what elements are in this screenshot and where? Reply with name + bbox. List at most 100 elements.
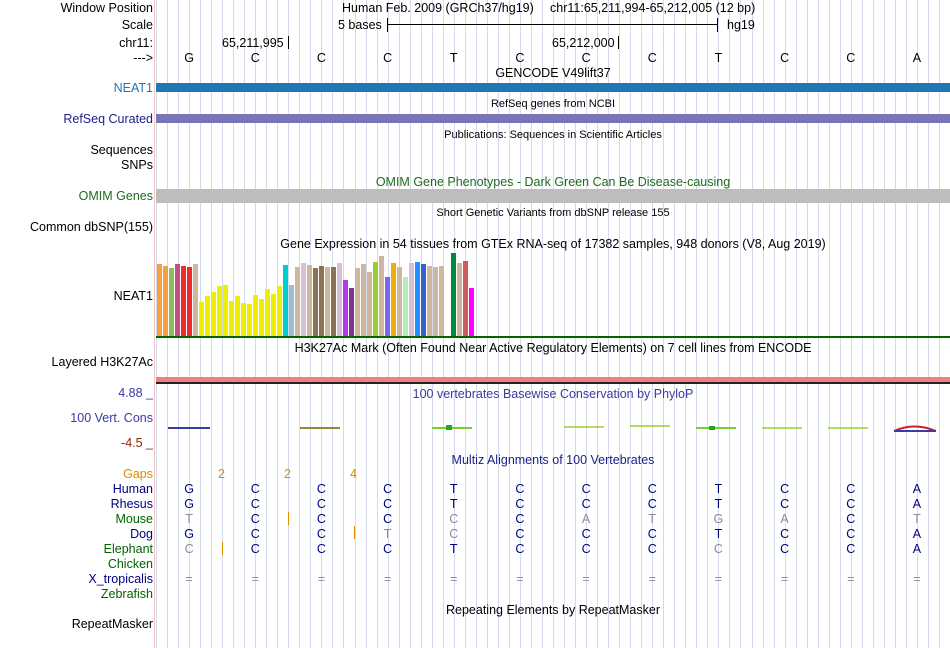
species-label[interactable]: Chicken [107, 557, 153, 571]
gtex-label[interactable]: NEAT1 [113, 289, 153, 303]
h3k27ac-label[interactable]: Layered H3K27Ac [51, 355, 153, 369]
publications-title[interactable]: Publications: Sequences in Scientific Ar… [444, 129, 662, 141]
gtex-bar[interactable] [439, 266, 444, 336]
repeatmasker-label[interactable]: RepeatMasker [71, 617, 153, 631]
gtex-bar[interactable] [451, 253, 456, 336]
gtex-bar[interactable] [343, 280, 348, 336]
gtex-bar[interactable] [379, 256, 384, 336]
species-label[interactable]: Dog [130, 527, 153, 541]
alignment-base: = [913, 572, 921, 586]
multiz-title[interactable]: Multiz Alignments of 100 Vertebrates [451, 453, 655, 467]
gtex-bar[interactable] [361, 264, 366, 336]
h3k27ac-title[interactable]: H3K27Ac Mark (Often Found Near Active Re… [294, 341, 812, 355]
gtex-bar[interactable] [259, 299, 264, 336]
gtex-bar[interactable] [385, 277, 390, 336]
alignment-base: C [515, 512, 525, 526]
gtex-bar[interactable] [403, 277, 408, 336]
gtex-bar[interactable] [427, 266, 432, 336]
gtex-bar[interactable] [175, 264, 180, 336]
gtex-bar[interactable] [229, 301, 234, 336]
gtex-bar[interactable] [295, 267, 300, 336]
gtex-bar[interactable] [409, 263, 414, 336]
phylop-label[interactable]: 100 Vert. Cons [70, 411, 153, 425]
omim-title[interactable]: OMIM Gene Phenotypes - Dark Green Can Be… [375, 175, 731, 189]
omim-phenotype-bar[interactable] [156, 189, 950, 203]
gtex-bar[interactable] [163, 266, 168, 336]
gtex-bar[interactable] [223, 285, 228, 336]
species-label[interactable]: Mouse [115, 512, 153, 526]
gencode-title[interactable]: GENCODE V49lift37 [495, 66, 611, 80]
species-label[interactable]: X_tropicalis [88, 572, 153, 586]
gtex-title[interactable]: Gene Expression in 54 tissues from GTEx … [280, 237, 826, 251]
gtex-bar[interactable] [301, 263, 306, 336]
gtex-bar[interactable] [253, 295, 258, 336]
gtex-bar[interactable] [373, 262, 378, 336]
gtex-bar[interactable] [469, 288, 474, 336]
insertion-marker [288, 512, 289, 525]
refseq-title[interactable]: RefSeq genes from NCBI [490, 98, 616, 110]
alignment-base: T [714, 482, 723, 496]
phylop-peak [709, 426, 715, 430]
phylop-title[interactable]: 100 vertebrates Basewise Conservation by… [412, 387, 694, 401]
species-label[interactable]: Zebrafish [100, 587, 153, 601]
dbsnp-label[interactable]: Common dbSNP(155) [30, 220, 153, 234]
alignment-base: C [713, 542, 723, 556]
alignment-base: A [912, 482, 922, 496]
gtex-bar[interactable] [421, 264, 426, 336]
gtex-bar[interactable] [157, 264, 162, 336]
gtex-bar[interactable] [187, 267, 192, 336]
gtex-bar[interactable] [415, 262, 420, 336]
gtex-bar[interactable] [433, 267, 438, 336]
dbsnp-title[interactable]: Short Genetic Variants from dbSNP releas… [436, 207, 670, 219]
gtex-bar[interactable] [397, 267, 402, 336]
alignment-base: C [780, 527, 790, 541]
gtex-bar[interactable] [463, 261, 468, 336]
gtex-bar[interactable] [319, 266, 324, 336]
refseq-gene-bar[interactable] [156, 114, 950, 123]
position-text[interactable]: chr11:65,211,994-65,212,005 (12 bp) [550, 1, 756, 15]
gtex-bar[interactable] [271, 294, 276, 336]
refseq-label[interactable]: RefSeq Curated [63, 112, 153, 126]
species-label[interactable]: Human [112, 482, 153, 496]
gtex-bar[interactable] [283, 265, 288, 336]
species-label[interactable]: Elephant [103, 542, 153, 556]
species-label[interactable]: Rhesus [110, 497, 153, 511]
gtex-bar[interactable] [307, 265, 312, 336]
repeatmasker-title[interactable]: Repeating Elements by RepeatMasker [445, 603, 660, 617]
gtex-bar[interactable] [355, 268, 360, 336]
gtex-bar[interactable] [205, 296, 210, 336]
phylop-plot[interactable] [156, 418, 950, 438]
gtex-bar[interactable] [391, 263, 396, 336]
gtex-bar[interactable] [313, 268, 318, 336]
gtex-bar[interactable] [349, 288, 354, 336]
alignment-base: C [383, 482, 393, 496]
gtex-bar[interactable] [277, 286, 282, 336]
gtex-bar[interactable] [265, 289, 270, 336]
gtex-bar[interactable] [457, 263, 462, 336]
h3k27ac-signal[interactable] [156, 377, 950, 382]
publications-snps-label[interactable]: SNPs [121, 158, 153, 172]
sequence-base: C [846, 51, 856, 65]
gtex-bar[interactable] [445, 270, 450, 336]
gtex-bar[interactable] [169, 268, 174, 336]
gtex-bar[interactable] [289, 285, 294, 336]
publications-sequences-label[interactable]: Sequences [90, 143, 153, 157]
gtex-expression-chart[interactable] [156, 252, 950, 336]
gtex-bar[interactable] [193, 264, 198, 336]
gtex-bar[interactable] [367, 272, 372, 336]
gtex-bar[interactable] [181, 266, 186, 336]
gtex-bar[interactable] [241, 303, 246, 336]
gtex-bar[interactable] [331, 267, 336, 336]
gtex-bar[interactable] [217, 286, 222, 336]
gap-count: 4 [350, 467, 357, 481]
gencode-gene-bar[interactable] [156, 83, 950, 92]
gtex-bar[interactable] [247, 304, 252, 336]
omim-label[interactable]: OMIM Genes [78, 189, 153, 203]
gtex-bar[interactable] [235, 296, 240, 336]
gencode-label[interactable]: NEAT1 [113, 81, 153, 95]
gtex-bar[interactable] [211, 292, 216, 336]
alignment-base: C [581, 527, 591, 541]
gtex-bar[interactable] [199, 302, 204, 336]
gtex-bar[interactable] [337, 263, 342, 336]
gtex-bar[interactable] [325, 267, 330, 336]
